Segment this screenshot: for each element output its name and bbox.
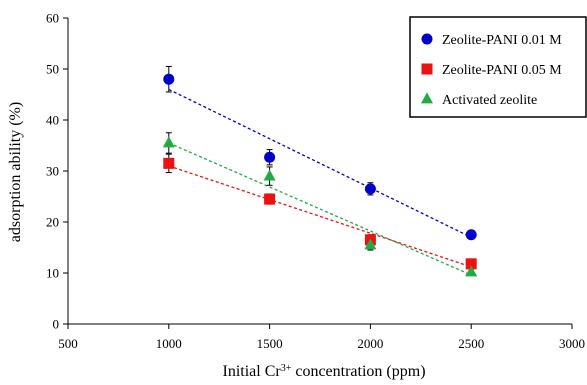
x-tick-label: 1500: [257, 336, 283, 351]
x-axis-title: Initial Cr3+ concentration (ppm): [222, 363, 425, 381]
data-point-zeolite-pani-0-01-m: [264, 151, 276, 163]
legend-marker-zeolite-pani-0-05-m: [421, 63, 433, 75]
trend-line-zeolite-pani-0-05-m: [168, 165, 472, 268]
data-point-zeolite-pani-0-01-m: [364, 183, 376, 195]
tick-labels: 0 10 20 30 40 50 60 500 1000 1500 2000 2500 3000: [46, 11, 585, 352]
legend-label-activated-zeolite: Activated zeolite: [442, 93, 537, 108]
data-point-activated-zeolite: [263, 169, 276, 181]
data-point-activated-zeolite: [465, 265, 478, 277]
x-axis-title-pre: Initial Cr: [222, 363, 281, 380]
x-axis-title-sup: 3+: [281, 363, 292, 374]
y-tick-label: 20: [46, 215, 59, 230]
legend-label-zeolite-pani-0-01-m: Zeolite-PANI 0.01 M: [442, 33, 562, 48]
data-point-zeolite-pani-0-05-m: [465, 258, 477, 270]
x-tick-label: 2000: [357, 336, 383, 351]
y-tick-label: 40: [46, 113, 59, 128]
legend-box: [409, 16, 587, 118]
x-tick-label: 1000: [156, 336, 182, 351]
legend-marker-zeolite-pani-0-01-m: [421, 33, 433, 45]
data-point-zeolite-pani-0-01-m: [465, 229, 477, 241]
y-tick-label: 50: [46, 62, 59, 77]
data-point-zeolite-pani-0-05-m: [264, 193, 276, 205]
legend-label-zeolite-pani-0-05-m: Zeolite-PANI 0.05 M: [442, 63, 562, 78]
y-tick-label: 0: [53, 317, 60, 332]
x-axis-title-post: concentration (ppm): [291, 363, 425, 380]
data-point-activated-zeolite: [364, 238, 377, 250]
y-tick-label: 10: [46, 266, 59, 281]
data-point-zeolite-pani-0-05-m: [163, 157, 175, 169]
y-tick-label: 60: [46, 11, 59, 26]
trend-line-activated-zeolite: [168, 142, 472, 276]
x-tick-label: 3000: [559, 336, 585, 351]
legend-marker-activated-zeolite: [421, 92, 433, 104]
trend-lines: [168, 88, 472, 276]
y-tick-label: 30: [46, 164, 59, 179]
data-point-activated-zeolite: [162, 136, 175, 148]
data-point-zeolite-pani-0-01-m: [163, 73, 175, 85]
x-tick-label: 500: [58, 336, 78, 351]
y-axis-title: adsorption ability (%): [7, 102, 24, 242]
trend-line-zeolite-pani-0-01-m: [168, 88, 472, 238]
legend: Zeolite-PANI 0.01 M Zeolite-PANI 0.05 M Ac…: [409, 16, 587, 118]
x-tick-label: 2500: [458, 336, 484, 351]
axes: [63, 17, 573, 329]
data-points: [162, 73, 478, 277]
